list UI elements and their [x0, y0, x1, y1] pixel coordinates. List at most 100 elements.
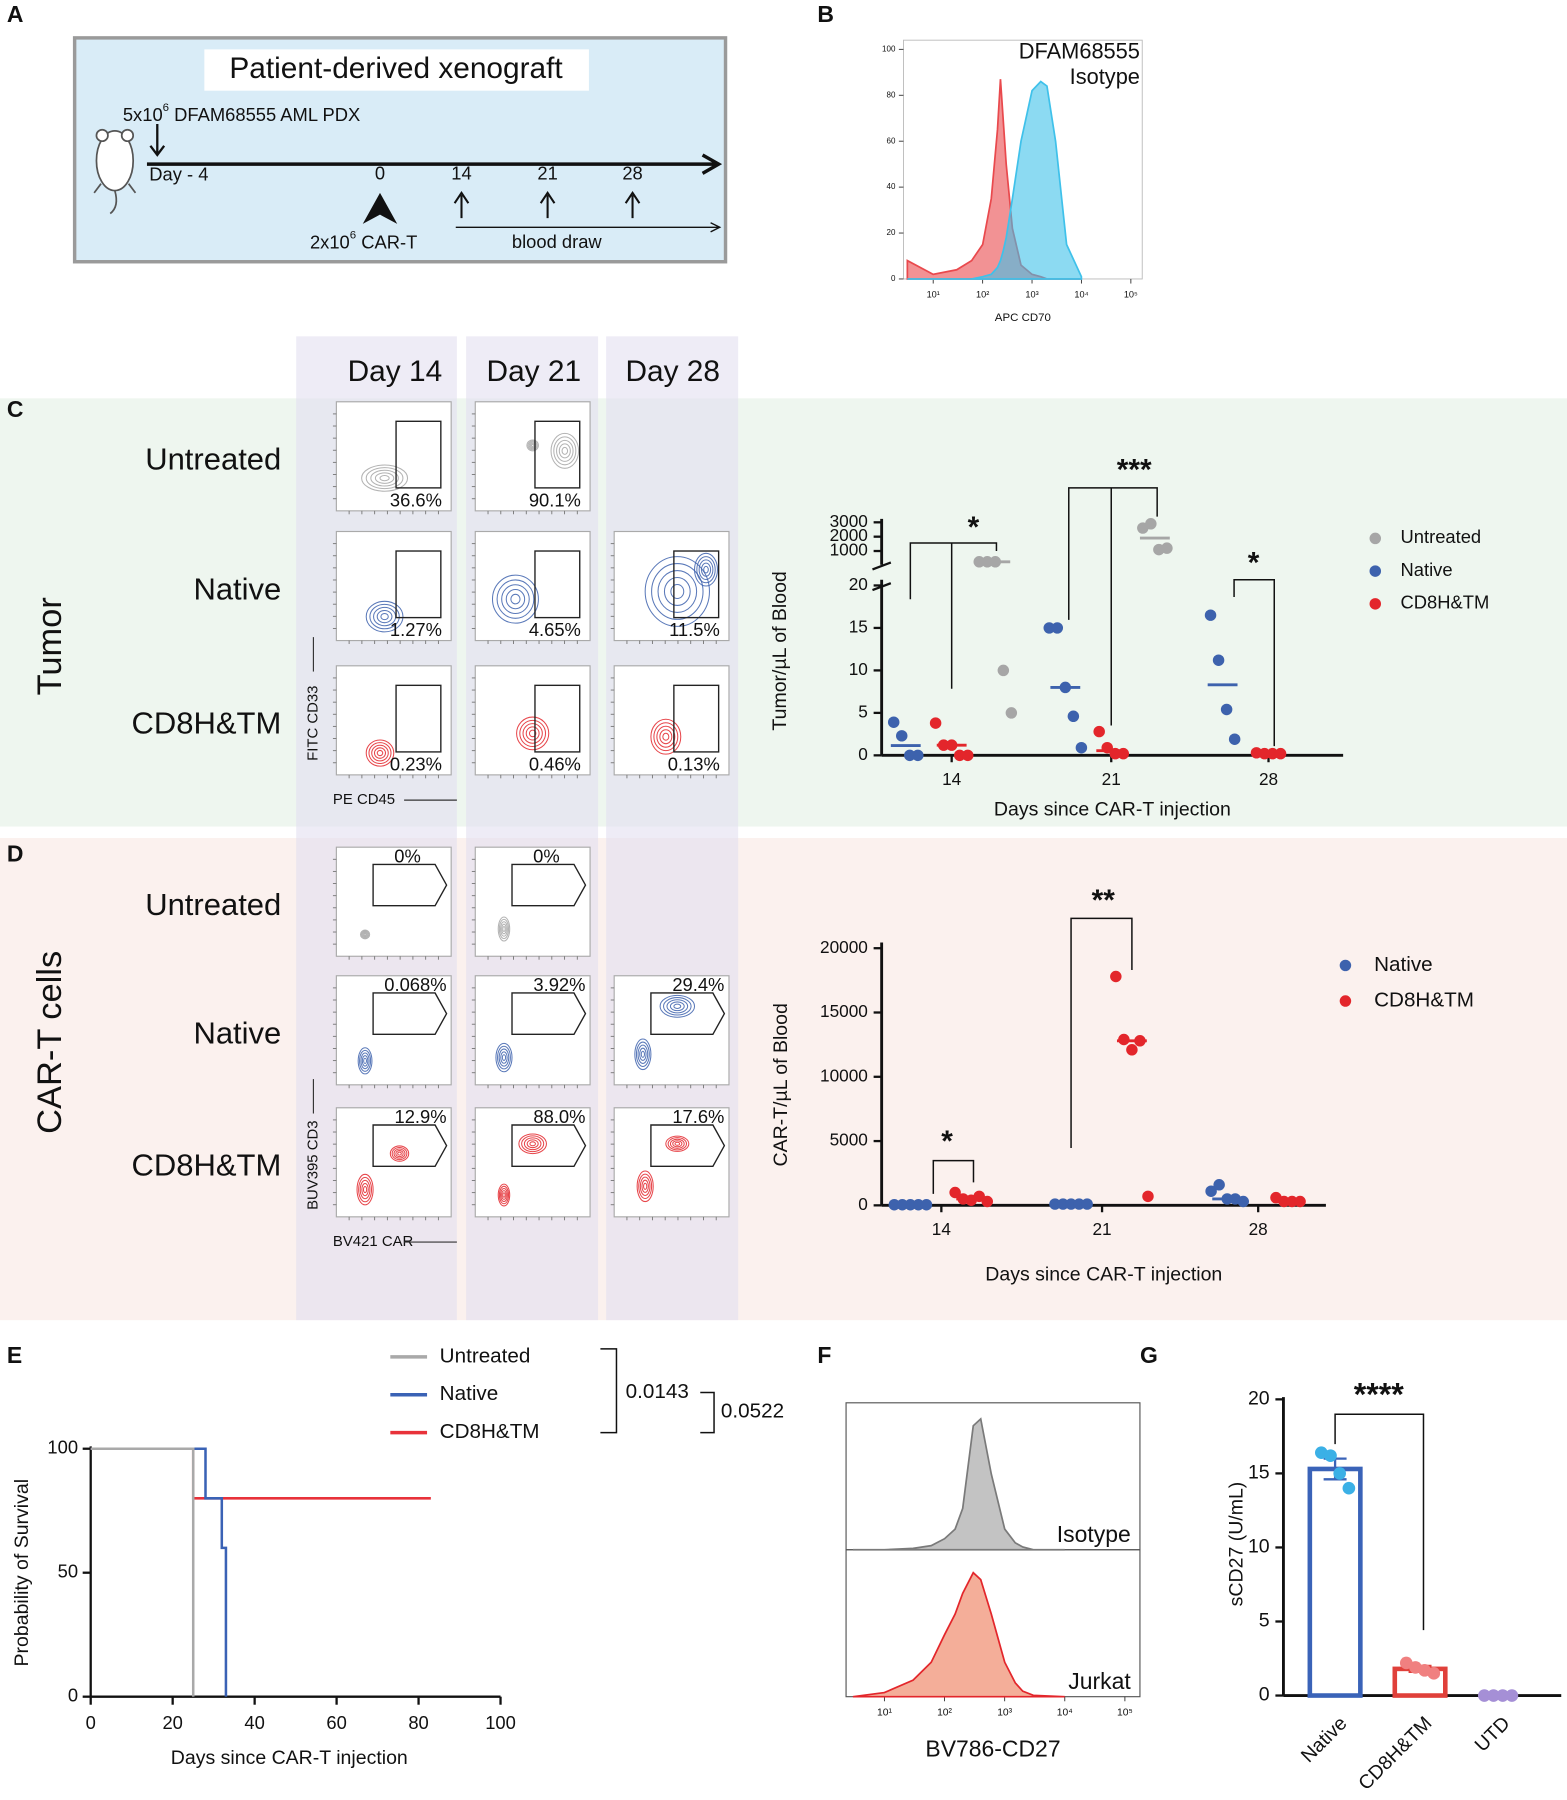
- data-point: [937, 739, 950, 751]
- contour: [643, 1182, 648, 1190]
- legend-marker: [1339, 995, 1352, 1007]
- contour: [362, 1186, 368, 1194]
- contour: [496, 579, 535, 619]
- schematic-box: [72, 36, 728, 264]
- contour: [497, 916, 511, 942]
- contour: [644, 556, 710, 627]
- contour: [528, 729, 537, 738]
- axis-break: [872, 561, 892, 592]
- significance-bracket: [1070, 917, 1133, 1148]
- significance-bracket: [1233, 578, 1275, 747]
- x-tick-label: 28: [1259, 769, 1278, 789]
- data-point: [1266, 747, 1279, 760]
- draw-arrows: [453, 190, 641, 219]
- x-tick-label: 10¹: [877, 1707, 892, 1718]
- significance-label: **: [1092, 884, 1116, 917]
- y-tick-label: 50: [58, 1561, 78, 1582]
- contour: [657, 570, 698, 613]
- row-label: Native: [193, 571, 281, 606]
- y-axis-label: Tumor/µL of Blood: [769, 571, 791, 730]
- legend-marker: [1339, 959, 1352, 972]
- x-tick-label: 10¹: [927, 289, 940, 299]
- data-point: [1478, 1689, 1491, 1702]
- contour: [359, 1179, 371, 1200]
- row-label: CD8H&TM: [132, 706, 282, 741]
- contour: [501, 1054, 507, 1061]
- survival-line: [90, 1447, 431, 1500]
- y-tick-label: 0: [858, 1194, 868, 1214]
- contour: [397, 1151, 402, 1156]
- flow-x-axis-label: BV421 CAR: [333, 1233, 414, 1250]
- contour: [663, 577, 691, 606]
- contour: [360, 930, 370, 939]
- data-point: [1101, 741, 1113, 754]
- legend-marker: [1369, 532, 1382, 545]
- flow-plot: [335, 846, 452, 957]
- panel-name: Jurkat: [1068, 1668, 1131, 1694]
- contour: [674, 1141, 681, 1146]
- mouse-icon: [93, 128, 137, 215]
- data-point: [1059, 681, 1072, 694]
- contour: [362, 932, 368, 937]
- data-point: [1126, 1044, 1138, 1056]
- y-axis-label: sCD27 (U/mL): [1226, 1482, 1248, 1607]
- bar: [1307, 1466, 1363, 1698]
- data-point: [1134, 1035, 1146, 1047]
- flow-plot: [335, 1107, 452, 1218]
- data-point: [896, 730, 908, 742]
- title-box: [204, 49, 589, 91]
- contour: [669, 1138, 685, 1149]
- injection-arrow: [149, 123, 166, 157]
- contour: [498, 1048, 510, 1067]
- gate-percentage: 0.13%: [668, 754, 720, 775]
- survival-line: [90, 1447, 195, 1697]
- contour: [666, 999, 689, 1014]
- contour: [665, 1135, 690, 1152]
- data-point: [1294, 1195, 1306, 1208]
- panel-label: G: [1140, 1342, 1158, 1368]
- contour: [634, 1038, 652, 1071]
- contour: [639, 1176, 651, 1196]
- x-tick-label: 10⁴: [1057, 1707, 1073, 1718]
- contour: [531, 443, 535, 448]
- gate-percentage: 17.6%: [672, 1106, 724, 1127]
- timeline-label: 14: [451, 162, 471, 183]
- x-tick-label: 28: [1249, 1219, 1268, 1239]
- contour: [694, 552, 719, 587]
- data-point: [1118, 1033, 1130, 1046]
- pvalue-label: 0.0143: [626, 1380, 689, 1403]
- x-tick-label: UTD: [1471, 1712, 1515, 1756]
- histogram: [852, 1571, 1065, 1698]
- significance-bracket: [932, 1159, 975, 1194]
- x-tick-label: 14: [942, 769, 962, 789]
- data-point: [887, 716, 900, 728]
- y-tick-label: 10: [849, 659, 868, 679]
- row-label: Native: [193, 1016, 281, 1051]
- panel-label: F: [817, 1342, 831, 1368]
- flow-plot: [474, 401, 591, 512]
- contour: [653, 722, 679, 752]
- data-point: [920, 1198, 933, 1211]
- data-point: [888, 1198, 901, 1211]
- contour: [672, 1140, 683, 1148]
- contour: [510, 593, 521, 605]
- y-tick-label: 0: [891, 274, 896, 283]
- timeline: [146, 153, 723, 175]
- contour: [527, 440, 538, 451]
- x-tick-label: 10³: [1025, 289, 1038, 299]
- dose-exponent: 6: [350, 229, 356, 241]
- legend-label: Native: [1401, 559, 1453, 580]
- contour: [550, 432, 580, 469]
- x-tick-label: 14: [932, 1219, 952, 1239]
- gate-percentage: 1.27%: [390, 619, 442, 640]
- contour: [359, 1049, 372, 1072]
- contour: [528, 441, 537, 450]
- x-tick-label: 21: [1092, 1219, 1111, 1239]
- contour: [636, 1170, 654, 1203]
- flow-plot: [474, 846, 591, 957]
- contour: [669, 1001, 685, 1012]
- contour: [500, 921, 508, 937]
- x-tick-label: 40: [244, 1712, 264, 1733]
- contour: [373, 747, 387, 759]
